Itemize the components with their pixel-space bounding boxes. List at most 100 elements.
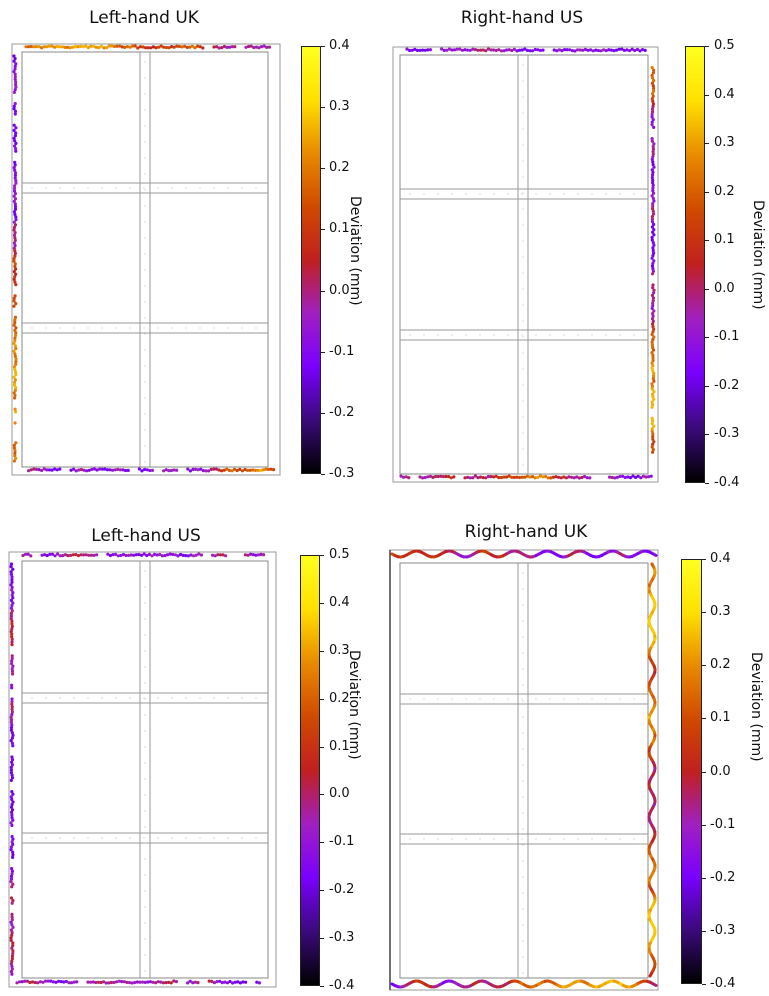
deviation-point: [431, 475, 435, 479]
hatch-dot: [522, 764, 524, 766]
window-diagram-right-hand-us: [392, 46, 659, 483]
deviation-point: [13, 72, 17, 76]
hatch-dot: [605, 193, 607, 195]
hatch-dot: [144, 221, 146, 223]
hatch-dot: [619, 334, 621, 336]
deviation-point: [577, 476, 582, 480]
deviation-point: [175, 44, 179, 48]
deviation-point: [61, 554, 65, 558]
deviation-point: [10, 656, 14, 661]
deviation-point: [14, 331, 18, 335]
deviation-point: [151, 45, 155, 49]
deviation-point: [652, 291, 656, 295]
deviation-point: [11, 951, 15, 956]
deviation-point: [248, 468, 252, 472]
hatch-dot: [522, 940, 524, 942]
deviation-point: [651, 272, 655, 276]
deviation-point: [172, 468, 176, 472]
hatch-dot: [213, 187, 215, 189]
hatch-dot: [563, 698, 565, 700]
hatch-dot: [522, 732, 524, 734]
hatch-dot: [45, 697, 47, 699]
deviation-point: [110, 44, 114, 48]
deviation-point: [46, 979, 50, 983]
deviation-point: [28, 980, 32, 985]
deviation-point: [652, 374, 656, 378]
hatch-dot: [185, 327, 187, 329]
deviation-point: [651, 105, 655, 109]
deviation-point: [13, 280, 17, 284]
hatch-dot: [522, 112, 524, 114]
hatch-dot: [59, 697, 61, 699]
deviation-point: [652, 335, 656, 339]
deviation-point: [13, 144, 17, 148]
deviation-point: [14, 267, 18, 271]
hatch-dot: [409, 334, 411, 336]
deviation-point: [24, 552, 28, 556]
deviation-point: [651, 353, 655, 357]
deviation-point: [10, 773, 14, 777]
deviation-point: [29, 468, 33, 472]
deviation-point: [10, 637, 14, 642]
deviation-point: [651, 92, 655, 96]
deviation-point: [9, 570, 13, 574]
deviation-point: [531, 49, 535, 53]
deviation-point: [531, 475, 535, 479]
deviation-point: [473, 48, 477, 52]
deviation-point: [103, 467, 107, 471]
deviation-point: [13, 102, 17, 106]
deviation-point: [122, 980, 126, 984]
hatch-dot: [507, 334, 509, 336]
colorbar-tick-mark: [702, 559, 706, 560]
colorbar-tick-mark: [705, 191, 709, 193]
deviation-point: [633, 48, 637, 53]
deviation-point: [13, 344, 17, 348]
deviation-point: [10, 575, 14, 579]
deviation-point: [138, 980, 142, 984]
deviation-point: [528, 475, 532, 479]
colorbar-tick-mark: [320, 602, 324, 604]
deviation-point: [10, 713, 14, 717]
hatch-dot: [522, 572, 524, 574]
deviation-point: [652, 142, 656, 146]
deviation-point: [9, 611, 13, 616]
deviation-point: [651, 147, 656, 151]
hatch-dot: [144, 173, 146, 175]
deviation-point: [13, 184, 17, 188]
deviation-point: [143, 980, 147, 985]
deviation-point: [233, 467, 237, 471]
deviation-point: [651, 348, 656, 352]
deviation-point: [489, 475, 493, 479]
deviation-point: [10, 710, 14, 714]
colorbar-tick-label: -0.2: [710, 869, 736, 885]
deviation-point: [13, 264, 17, 268]
deviation-point: [255, 980, 259, 984]
deviation-point: [651, 76, 655, 80]
deviation-point: [13, 112, 17, 116]
deviation-point: [141, 980, 145, 984]
deviation-point: [115, 44, 119, 48]
deviation-point: [463, 476, 467, 480]
deviation-point: [13, 388, 17, 392]
colorbar-tick-label: 0.1: [329, 738, 350, 754]
deviation-point: [651, 322, 655, 326]
deviation-point: [650, 66, 654, 70]
deviation-point: [217, 468, 221, 472]
deviation-point: [42, 467, 46, 471]
deviation-point: [151, 980, 155, 984]
deviation-point: [12, 220, 16, 224]
deviation-point: [158, 552, 162, 557]
deviation-point: [11, 792, 15, 796]
hatch-dot: [522, 448, 524, 450]
hatch-dot: [522, 256, 524, 258]
hatch-dot: [144, 714, 146, 716]
deviation-point: [265, 45, 269, 50]
deviation-point: [10, 810, 14, 815]
deviation-point: [159, 980, 163, 984]
deviation-point: [196, 44, 200, 48]
hatch-dot: [157, 187, 159, 189]
deviation-point: [124, 553, 128, 558]
deviation-point: [651, 286, 655, 290]
deviation-point: [650, 217, 655, 221]
hatch-dot: [507, 838, 509, 840]
